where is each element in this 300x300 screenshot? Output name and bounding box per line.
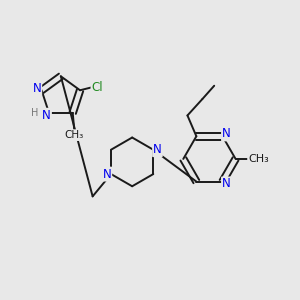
Text: N: N [222,128,231,140]
Text: N: N [222,177,231,190]
Text: Cl: Cl [92,81,103,94]
Text: N: N [42,109,51,122]
Text: N: N [103,168,111,181]
Text: CH₃: CH₃ [248,154,269,164]
Text: N: N [153,143,162,156]
Text: H: H [31,108,38,118]
Text: CH₃: CH₃ [64,130,84,140]
Text: N: N [32,82,41,95]
